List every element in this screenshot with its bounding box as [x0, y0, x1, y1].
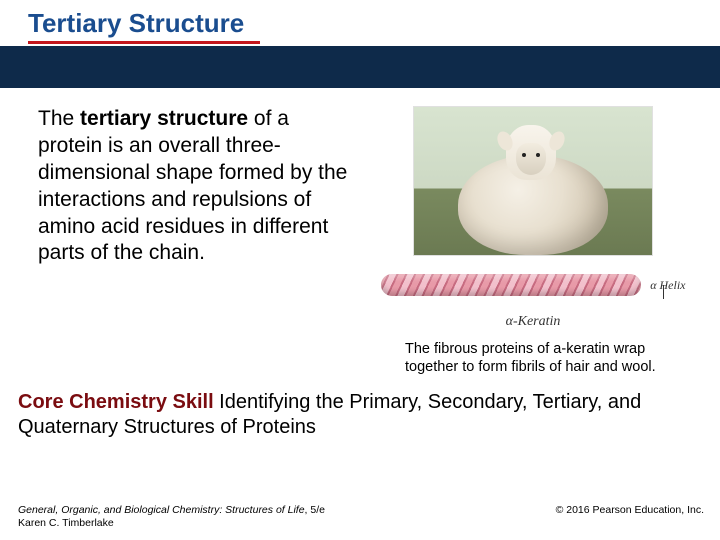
keratin-caption: α-Keratin	[506, 314, 561, 330]
slide-title: Tertiary Structure	[28, 8, 720, 39]
body-bold: tertiary structure	[80, 107, 248, 130]
sheep-icon	[448, 125, 618, 255]
skill-label: Core Chemistry Skill	[18, 391, 214, 413]
body-text: The tertiary structure of a protein is a…	[38, 106, 348, 376]
footer-left: General, Organic, and Biological Chemist…	[18, 504, 325, 530]
title-area: Tertiary Structure	[0, 0, 720, 46]
body-pre: The	[38, 107, 80, 130]
footer-book: General, Organic, and Biological Chemist…	[18, 504, 305, 516]
figure-caption: The fibrous proteins of a-keratin wrap t…	[405, 340, 685, 376]
body-post: of a protein is an overall three-dimensi…	[38, 107, 347, 264]
footer-edition: , 5/e	[305, 504, 325, 516]
helix-label: α Helix	[650, 278, 685, 293]
skill-row: Core Chemistry Skill Identifying the Pri…	[0, 376, 720, 440]
content-row: The tertiary structure of a protein is a…	[0, 88, 720, 376]
footer-author: Karen C. Timberlake	[18, 517, 114, 529]
header-band	[0, 46, 720, 88]
title-underline	[28, 41, 260, 44]
footer: General, Organic, and Biological Chemist…	[0, 504, 720, 530]
figure-column: α Helix α-Keratin The fibrous proteins o…	[366, 106, 700, 376]
sheep-image	[413, 106, 653, 256]
footer-copyright: © 2016 Pearson Education, Inc.	[556, 504, 704, 530]
helix-diagram: α Helix	[381, 266, 686, 306]
helix-rope-icon	[381, 274, 641, 296]
